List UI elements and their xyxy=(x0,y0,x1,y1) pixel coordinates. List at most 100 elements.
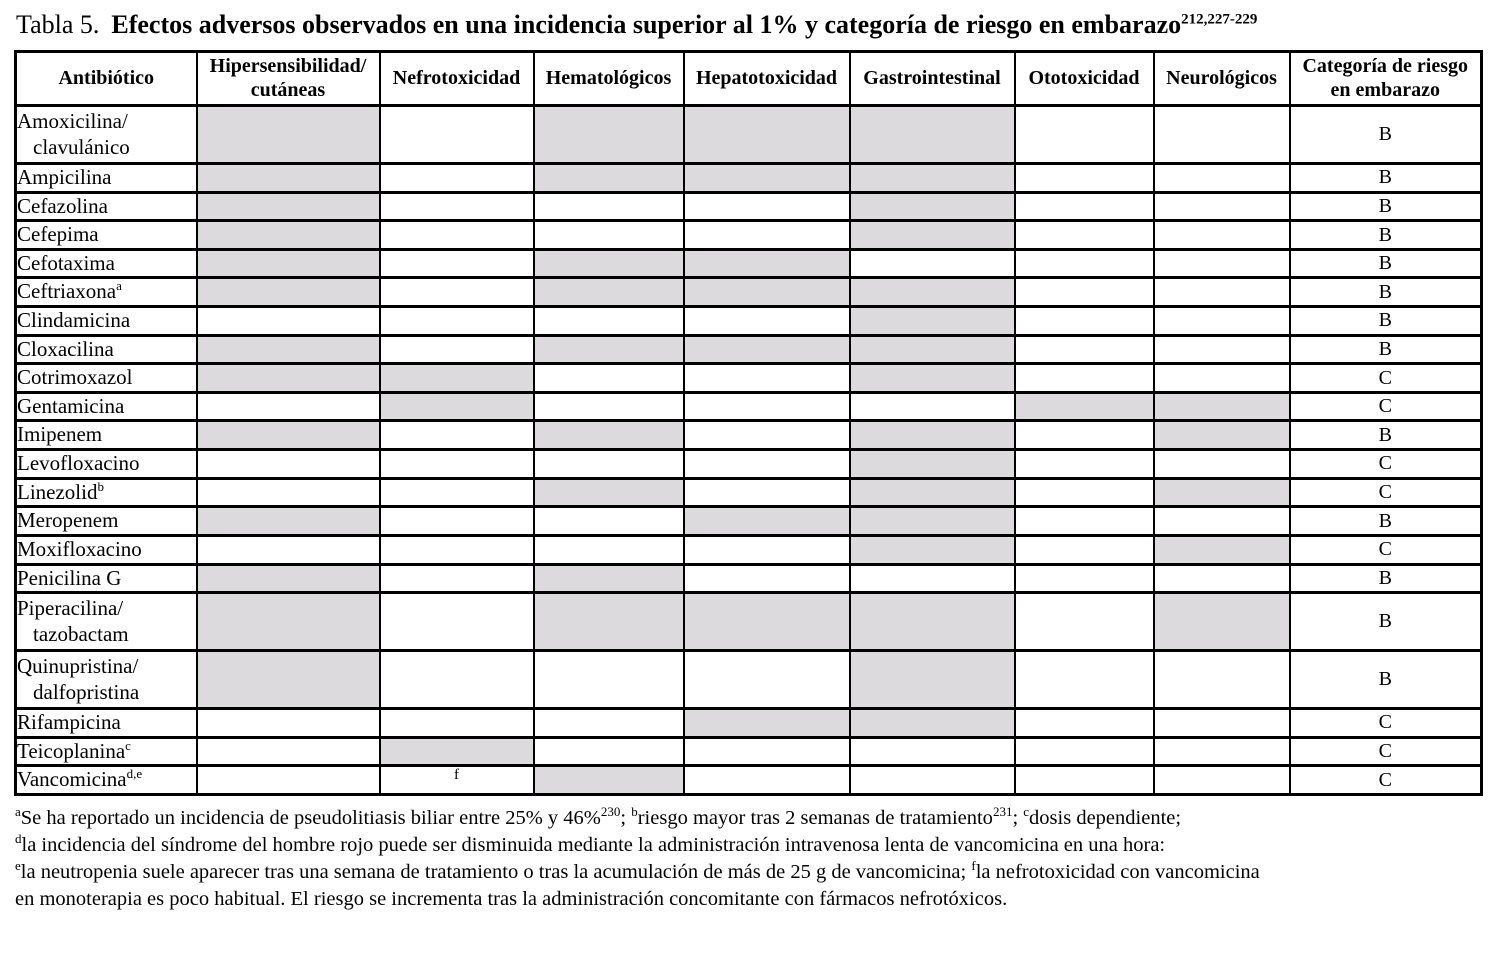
cell-ototoxicidad xyxy=(1013,505,1155,537)
cell-hematologicos xyxy=(532,735,685,768)
pregnancy-category-cell: B xyxy=(1288,162,1483,194)
cell-hepatotoxicidad xyxy=(682,162,851,194)
table-row: Cloxacilina B xyxy=(14,333,1483,366)
cell-hematologicos xyxy=(532,219,685,251)
table-row: Cefepima B xyxy=(14,219,1483,251)
antibiotic-name: Vancomicinad,e xyxy=(17,766,143,792)
cell-hematologicos xyxy=(532,764,685,796)
antibiotic-name: Cloxacilina xyxy=(17,336,114,361)
cell-neurologicos xyxy=(1152,276,1291,309)
antibiotic-name: Gentamicina xyxy=(17,393,125,418)
cell-ototoxicidad xyxy=(1013,419,1155,452)
cell-ototoxicidad xyxy=(1013,390,1155,423)
antibiotic-name-cell: Cotrimoxazol xyxy=(14,362,198,394)
antibiotic-name-cell: Cefazolina xyxy=(14,190,198,223)
footnotes-block: aSe ha reportado un incidencia de pseudo… xyxy=(14,796,1480,913)
cell-hematologicos xyxy=(532,333,685,366)
table-row: Vancomicinad,e f C xyxy=(14,764,1483,796)
cell-ototoxicidad xyxy=(1013,476,1155,509)
pregnancy-category-cell: C xyxy=(1288,707,1483,739)
cell-gastrointestinal xyxy=(848,476,1016,509)
table-row: Piperacilina/ tazobactam B xyxy=(14,591,1483,653)
cell-ototoxicidad xyxy=(1013,562,1155,595)
cell-hematologicos xyxy=(532,162,685,194)
footnote-line: aSe ha reportado un incidencia de pseudo… xyxy=(15,804,1182,829)
cell-hematologicos xyxy=(532,533,685,566)
table-row: Imipenem B xyxy=(14,419,1483,452)
cell-ototoxicidad xyxy=(1013,533,1155,566)
cell-hematologicos xyxy=(532,390,685,423)
footnote-marker: b xyxy=(97,478,104,494)
antibiotic-name-cell: Quinupristina/ dalfopristina xyxy=(14,649,198,711)
pregnancy-category-cell: C xyxy=(1288,764,1483,796)
cell-neurologicos xyxy=(1152,562,1291,595)
cell-nefrotoxicidad xyxy=(378,333,535,366)
footnote-line: ela neutropenia suele aparecer tras una … xyxy=(15,858,1260,883)
antibiotic-name: Cotrimoxazol xyxy=(17,365,133,390)
cell-hepatotoxicidad xyxy=(682,333,851,366)
table-row: Cotrimoxazol C xyxy=(14,362,1483,394)
table-row: Teicoplaninac C xyxy=(14,735,1483,768)
antibiotic-name: Levofloxacino xyxy=(17,451,140,476)
cell-ototoxicidad xyxy=(1013,735,1155,768)
antibiotic-name-cell: Levofloxacino xyxy=(14,448,198,480)
cell-hematologicos xyxy=(532,591,685,653)
cell-hematologicos xyxy=(532,562,685,595)
footnote-marker: b xyxy=(631,804,638,820)
title-citation: 212,227-229 xyxy=(1181,11,1258,28)
pregnancy-category-cell: B xyxy=(1288,104,1483,165)
antibiotic-name-cell: Penicilina G xyxy=(14,562,198,595)
cell-gastrointestinal xyxy=(848,649,1016,711)
footnote-marker: a xyxy=(116,278,122,294)
antibiotic-name-cell: Cefotaxima xyxy=(14,247,198,280)
cell-hipersensibilidad-cutaneas xyxy=(195,735,381,768)
footnote-marker: 231 xyxy=(992,804,1013,820)
cell-ototoxicidad xyxy=(1013,219,1155,251)
antibiotic-name: Clindamicina xyxy=(17,308,131,333)
cell-hepatotoxicidad xyxy=(682,591,851,653)
footnote-marker: a xyxy=(15,804,21,820)
antibiotic-name: Meropenem xyxy=(17,508,119,533)
cell-hematologicos xyxy=(532,305,685,337)
antibiotic-name-cell: Ampicilina xyxy=(14,162,198,194)
cell-neurologicos xyxy=(1152,390,1291,423)
table-row: Linezolidb C xyxy=(14,476,1483,509)
cell-neurologicos xyxy=(1152,190,1291,223)
cell-neurologicos xyxy=(1152,333,1291,366)
pregnancy-category-cell: B xyxy=(1288,190,1483,223)
antibiotic-name-cell: Clindamicina xyxy=(14,305,198,337)
cell-neurologicos xyxy=(1152,649,1291,711)
cell-hepatotoxicidad xyxy=(682,707,851,739)
antibiotic-name: Amoxicilina/ clavulánico xyxy=(17,108,130,159)
table-row: Penicilina G B xyxy=(14,562,1483,595)
pregnancy-category-cell: B xyxy=(1288,505,1483,537)
cell-hepatotoxicidad xyxy=(682,247,851,280)
footnote-marker: f xyxy=(971,858,976,874)
cell-neurologicos xyxy=(1152,735,1291,768)
pregnancy-category-cell: B xyxy=(1288,247,1483,280)
antibiotic-name: Imipenem xyxy=(17,422,103,447)
cell-hepatotoxicidad xyxy=(682,104,851,165)
cell-hipersensibilidad-cutaneas xyxy=(195,505,381,537)
antibiotic-name: Penicilina G xyxy=(17,565,122,590)
cell-gastrointestinal xyxy=(848,533,1016,566)
cell-hipersensibilidad-cutaneas xyxy=(195,162,381,194)
cell-hepatotoxicidad xyxy=(682,390,851,423)
cell-gastrointestinal xyxy=(848,562,1016,595)
antibiotic-name: Teicoplaninac xyxy=(17,737,131,763)
table-row: Meropenem B xyxy=(14,505,1483,537)
cell-hepatotoxicidad xyxy=(682,533,851,566)
cell-nefrotoxicidad xyxy=(378,419,535,452)
cell-hipersensibilidad-cutaneas xyxy=(195,219,381,251)
cell-hematologicos xyxy=(532,247,685,280)
cell-gastrointestinal xyxy=(848,591,1016,653)
cell-hipersensibilidad-cutaneas xyxy=(195,476,381,509)
cell-gastrointestinal xyxy=(848,276,1016,309)
cell-ototoxicidad xyxy=(1013,104,1155,165)
cell-hepatotoxicidad xyxy=(682,305,851,337)
footnote-marker: e xyxy=(15,858,21,874)
cell-gastrointestinal xyxy=(848,505,1016,537)
cell-neurologicos xyxy=(1152,476,1291,509)
cell-gastrointestinal xyxy=(848,219,1016,251)
antibiotic-name: Ampicilina xyxy=(17,165,112,189)
